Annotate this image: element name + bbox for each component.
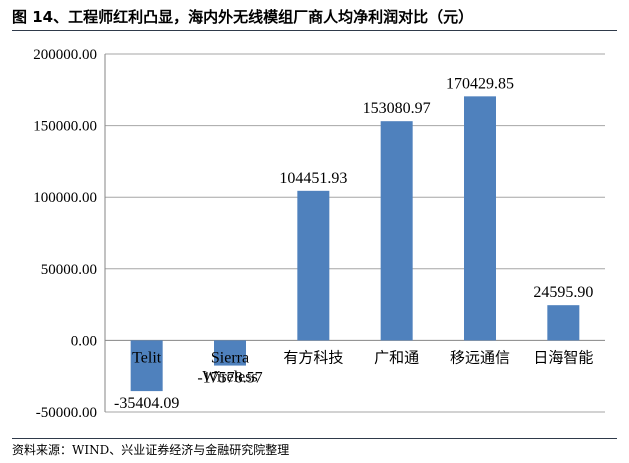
data-label: 153080.97 [363,100,431,117]
y-tick-label: 200000.00 [33,47,97,63]
figure-title: 图 14、工程师红利凸显，海内外无线模组厂商人均净利润对比（元） [12,4,617,31]
category-labels: Telit Sierra Wireless 有方科技 广和通 移远通信 日海智能 [132,348,593,385]
data-label: 170429.85 [446,75,514,92]
category-label: 有方科技 [283,348,343,366]
y-axis: -50000.00 0.00 50000.00 100000.00 150000.00 2… [33,47,106,421]
bar [547,305,580,341]
category-label: 移远通信 [450,348,510,366]
data-label: 24595.90 [533,284,593,301]
data-labels: -35404.09 -17578.57 104451.93 153080.97 1704… [114,75,593,412]
gridlines [105,53,605,413]
y-tick-label: 100000.00 [33,190,97,206]
category-label: Telit [132,349,162,366]
bar [297,190,330,341]
bar [380,121,413,341]
source-note: 资料来源：WIND、兴业证券经济与金融研究院整理 [12,438,617,461]
category-label: Wireless [202,368,257,385]
data-label: -17578.57 [197,370,262,387]
y-tick-label: 0.00 [71,333,97,349]
data-label: -35404.09 [114,395,179,412]
y-tick-label: 50000.00 [41,262,97,278]
category-label: Sierra [211,349,249,366]
y-tick-label: -50000.00 [36,405,97,421]
category-label: 广和通 [374,348,419,366]
data-label: 104451.93 [279,170,347,187]
bar [464,96,496,341]
bar [214,340,246,366]
bars [130,96,580,392]
bar [130,340,163,392]
category-label: 日海智能 [533,348,593,366]
y-tick-label: 150000.00 [33,119,97,135]
